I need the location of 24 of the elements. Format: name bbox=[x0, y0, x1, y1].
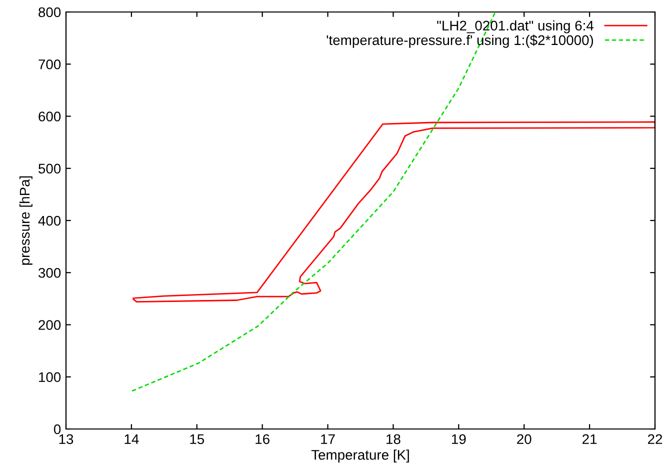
y-tick-label: 700 bbox=[38, 59, 61, 70]
legend-label: "LH2_0201.dat" using 6:4 bbox=[437, 20, 594, 34]
x-tick-label: 14 bbox=[124, 434, 139, 444]
x-tick-label: 21 bbox=[582, 434, 597, 444]
legend-label: 'temperature-pressure.f' using 1:($2*10000) bbox=[326, 34, 594, 48]
y-axis-title: pressure [hPa] bbox=[19, 176, 32, 265]
y-tick-label: 100 bbox=[39, 372, 61, 382]
x-tick-label: 15 bbox=[190, 434, 204, 444]
y-tick-label: 400 bbox=[38, 216, 61, 226]
line-series bbox=[132, 121, 655, 303]
x-tick-label: 19 bbox=[452, 434, 466, 444]
x-tick-label: 17 bbox=[321, 434, 335, 444]
y-tick-label: 800 bbox=[38, 7, 61, 18]
y-tick-label: 500 bbox=[38, 164, 61, 174]
x-tick-label: 18 bbox=[386, 434, 400, 444]
x-tick-label: 16 bbox=[256, 434, 270, 444]
y-tick-label: 0 bbox=[54, 424, 61, 434]
x-axis-title: Temperature [K] bbox=[311, 450, 409, 463]
x-tick-label: 13 bbox=[59, 434, 74, 444]
y-tick-label: 600 bbox=[38, 112, 61, 122]
y-tick-label: 200 bbox=[38, 320, 61, 330]
y-tick-label: 300 bbox=[38, 268, 61, 278]
x-tick-label: 22 bbox=[648, 434, 662, 444]
x-tick-label: 20 bbox=[517, 434, 532, 444]
